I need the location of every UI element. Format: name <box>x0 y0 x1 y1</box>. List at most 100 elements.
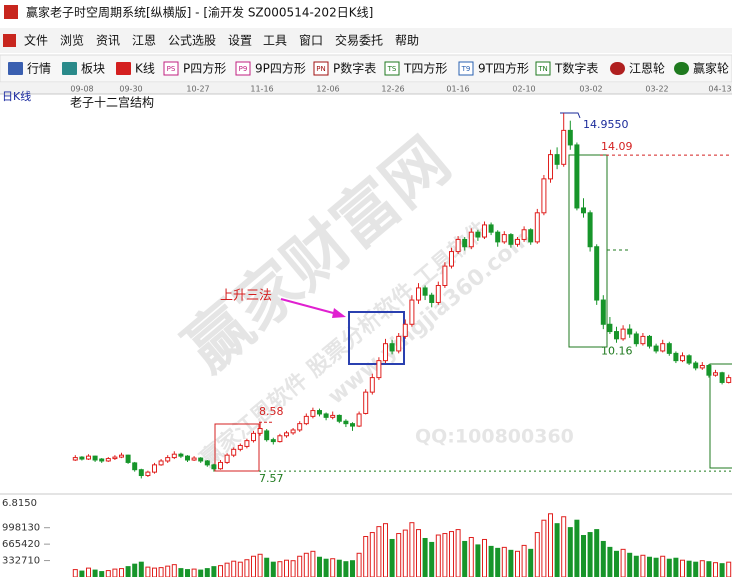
volume-bar <box>270 561 276 577</box>
candle-body <box>673 352 679 362</box>
volume-bar <box>561 516 567 577</box>
volume-bar <box>323 558 329 577</box>
candle-body <box>105 458 111 462</box>
volume-bar <box>548 513 553 577</box>
candle-body <box>125 454 131 463</box>
toolbar-item[interactable]: T数字表 <box>554 61 598 76</box>
volume-panel: 332710 665420 998130 <box>2 513 732 577</box>
candle-body <box>495 231 501 243</box>
candle-body <box>231 448 237 456</box>
candle-body <box>541 178 547 214</box>
toolbar-item[interactable]: T四方形 <box>403 61 447 76</box>
candle-body <box>165 457 171 462</box>
volume-bar <box>587 532 593 577</box>
volume-bar <box>567 527 573 577</box>
volume-bar <box>218 565 223 577</box>
candle-body <box>534 212 540 243</box>
candle-body <box>666 343 672 354</box>
volume-bar <box>620 548 626 577</box>
toolbar-item[interactable]: K线 <box>135 62 155 76</box>
candle-body <box>614 331 619 340</box>
candle-body <box>482 224 487 238</box>
volume-bar <box>706 561 712 577</box>
volume-bar <box>449 531 454 577</box>
candle-body <box>99 458 105 462</box>
candle-body <box>706 364 712 376</box>
toolbar-item[interactable]: 赢家轮 <box>693 61 729 76</box>
toolbar-item[interactable]: 行情 <box>27 62 51 76</box>
candle-body <box>204 460 210 466</box>
volume-bar <box>528 548 534 577</box>
volume-bar <box>416 529 421 577</box>
volume-bar <box>442 533 448 577</box>
candle-body <box>713 372 718 376</box>
volume-bar <box>165 565 171 577</box>
toolbar-icon <box>458 61 474 76</box>
candle-body <box>554 154 560 165</box>
candle-body <box>244 440 250 447</box>
candle-body <box>112 456 118 460</box>
date-label: 02-10 <box>512 85 535 94</box>
menu-item: 文件 <box>24 33 48 48</box>
annotation-arrow <box>280 298 338 315</box>
toolbar-icon <box>535 61 551 76</box>
candle-body <box>699 364 705 369</box>
candle-body <box>501 234 507 243</box>
volume-bar <box>369 532 375 577</box>
structure-label: 老子十二宫结构 <box>70 95 154 110</box>
volume-bar <box>600 540 606 577</box>
volume-bar <box>455 529 461 577</box>
volume-bar <box>488 545 494 577</box>
toolbar-icon <box>610 62 625 75</box>
candle-body <box>594 246 600 301</box>
volume-bar <box>138 561 144 577</box>
volume-bar <box>409 522 415 577</box>
candle-body <box>488 224 494 233</box>
date-strip <box>0 83 732 94</box>
candle-body <box>171 453 177 459</box>
volume-bar <box>145 566 151 577</box>
candle-body <box>653 345 659 352</box>
toolbar-item[interactable]: 江恩轮 <box>629 62 665 76</box>
candle-body <box>640 335 646 345</box>
volume-bar <box>356 552 362 577</box>
candle-body <box>303 415 309 425</box>
candle-body <box>297 423 303 431</box>
volume-bar <box>125 566 131 577</box>
volume-bar <box>185 569 190 577</box>
toolbar-icon-text: PN <box>316 65 325 73</box>
toolbar-item[interactable]: 9T四方形 <box>478 61 529 76</box>
toolbar-item[interactable]: 9P四方形 <box>255 61 306 76</box>
volume-bar <box>336 559 342 577</box>
date-label: 03-22 <box>645 85 668 94</box>
volume-bar <box>99 571 105 577</box>
annotation-arrowhead <box>332 308 346 318</box>
toolbar-item[interactable]: 板块 <box>81 62 105 76</box>
volume-bar <box>495 547 501 577</box>
volume-bar <box>363 536 369 577</box>
toolbar-icon <box>8 62 23 75</box>
toolbar-item[interactable]: P数字表 <box>333 61 376 76</box>
date-label: 11-16 <box>250 85 273 94</box>
volume-bar <box>699 560 705 577</box>
menu-item: 设置 <box>228 34 252 48</box>
level-label: 14.9550 <box>583 118 629 131</box>
candle-body <box>376 360 382 379</box>
volume-bar <box>112 568 118 577</box>
candle-body <box>719 372 725 383</box>
volume-bar <box>224 562 230 577</box>
volume-bar <box>468 536 474 577</box>
volume-bar <box>257 553 263 577</box>
candle-body <box>396 335 402 352</box>
candle-body <box>620 328 626 340</box>
volume-bar <box>72 569 78 577</box>
volume-bar <box>541 519 547 577</box>
menu-bar <box>0 28 732 53</box>
date-label: 01-16 <box>446 85 469 94</box>
toolbar-item[interactable]: P四方形 <box>183 61 226 76</box>
volume-bar <box>660 555 666 577</box>
volume-bar <box>508 549 514 577</box>
volume-bar <box>607 546 613 577</box>
level-label: 8.58 <box>259 405 284 418</box>
candle-body <box>178 453 184 457</box>
